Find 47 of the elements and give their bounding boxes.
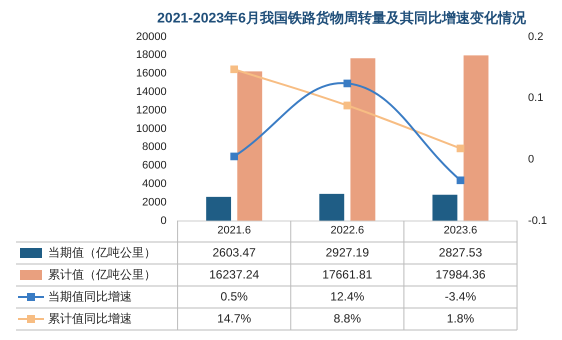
y-tick-label: 4000 xyxy=(142,178,167,190)
y-tick-label: 16000 xyxy=(136,68,167,80)
y-tick-label: 6000 xyxy=(142,160,167,172)
point xyxy=(456,176,464,184)
point xyxy=(456,144,464,152)
data-label: 2827.53 xyxy=(438,245,482,260)
y2-tick-label: 0.2 xyxy=(528,30,544,43)
bar xyxy=(206,196,232,221)
y-tick-label: 14000 xyxy=(136,86,167,98)
data-label: 2927.19 xyxy=(326,245,370,260)
data-label: 0.5% xyxy=(220,289,248,304)
legend-label: 当期值同比增速 xyxy=(48,289,132,304)
y2-tick-label: 0.1 xyxy=(528,92,544,104)
data-label: 1.8% xyxy=(446,311,474,326)
bar xyxy=(319,194,344,221)
data-label: 8.8% xyxy=(334,311,362,326)
point xyxy=(343,80,352,88)
bar xyxy=(237,71,262,221)
x-tick-label: 2021.6 xyxy=(217,224,251,236)
data-label: 14.7% xyxy=(217,311,252,326)
x-tick-label: 2023.6 xyxy=(444,224,478,236)
legend-label: 当期值（亿吨公里） xyxy=(48,245,156,260)
y-tick-label: 12000 xyxy=(136,104,167,116)
chart-title: 2021-2023年6月我国铁路货物周转量及其同比增速变化情况 xyxy=(157,9,527,26)
data-label: 16237.24 xyxy=(209,267,260,282)
data-label: -3.4% xyxy=(444,289,476,304)
point xyxy=(343,102,352,110)
y2-tick-label: -0.1 xyxy=(528,214,548,227)
y-tick-label: 8000 xyxy=(142,141,167,154)
bar xyxy=(432,194,458,221)
data-label: 12.4% xyxy=(330,289,365,304)
x-tick-label: 2022.6 xyxy=(330,224,364,236)
y-tick-label: 20000 xyxy=(136,30,167,43)
point xyxy=(230,65,238,74)
y2-tick-label: 0 xyxy=(528,154,534,166)
bar xyxy=(350,58,376,221)
data-label: 17661.81 xyxy=(322,267,373,282)
y-tick-label: 0 xyxy=(160,214,167,227)
bar xyxy=(464,55,488,221)
data-label: 17984.36 xyxy=(435,267,486,282)
point xyxy=(230,152,238,160)
data-label: 2603.47 xyxy=(212,245,256,260)
y-tick-label: 2000 xyxy=(142,196,167,208)
y-tick-label: 10000 xyxy=(136,122,167,135)
legend-label: 累计值（亿吨公里） xyxy=(48,267,156,282)
y-tick-label: 18000 xyxy=(136,49,167,62)
legend-label: 累计值同比增速 xyxy=(48,311,132,326)
